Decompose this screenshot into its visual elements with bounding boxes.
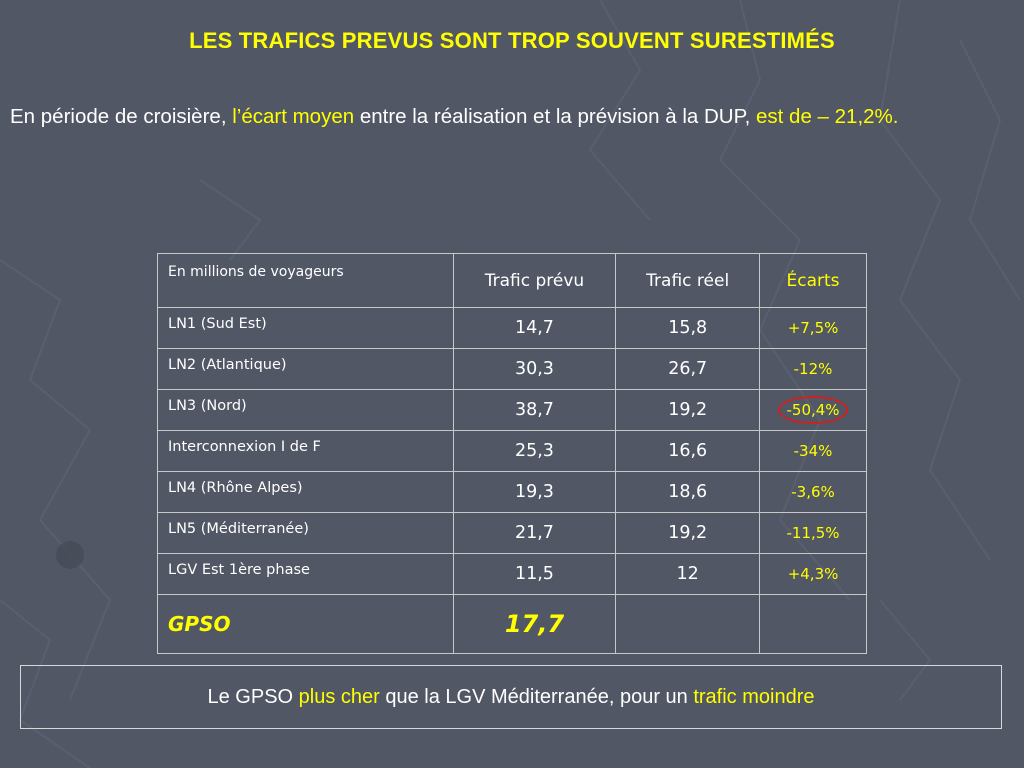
header-trafic-reel: Trafic réel [615, 253, 761, 308]
ecart-cell: -50,4% [759, 389, 867, 431]
table-row: LGV Est 1ère phase 11,5 12 +4,3% [157, 553, 867, 595]
row-label: LN3 (Nord) [157, 389, 454, 431]
ecart-cell: -11,5% [759, 512, 867, 554]
row-label: LN4 (Rhône Alpes) [157, 471, 454, 513]
intro-highlight-ecart-moyen: l’écart moyen [232, 105, 355, 128]
table-row: LN3 (Nord) 38,7 19,2 -50,4% [157, 389, 867, 431]
intro-text-part1: En période de croisière, [10, 105, 233, 128]
conclusion-box: Le GPSO plus cher que la LGV Méditerrané… [20, 665, 1002, 729]
conclusion-highlight-trafic-moindre: trafic moindre [693, 685, 815, 708]
intro-text-part3: entre la réalisation et la prévision à l… [354, 105, 757, 128]
slide-title: LES TRAFICS PREVUS SONT TROP SOUVENT SUR… [189, 28, 835, 53]
trafic-prevu-cell: 21,7 [452, 512, 617, 554]
gpso-row: GPSO 17,7 [157, 594, 867, 654]
table-row: LN2 (Atlantique) 30,3 26,7 -12% [157, 348, 867, 390]
trafic-reel-cell: 12 [615, 553, 761, 595]
intro-highlight-value: est de – 21,2%. [756, 105, 899, 128]
trafic-prevu-cell: 14,7 [452, 307, 617, 349]
trafic-prevu-cell: 25,3 [452, 430, 617, 472]
trafic-prevu-cell: 30,3 [452, 348, 617, 390]
trafic-reel-cell: 26,7 [615, 348, 761, 390]
trafic-prevu-cell: 38,7 [452, 389, 617, 431]
ecart-cell: +7,5% [759, 307, 867, 349]
red-circle-highlight: -50,4% [778, 396, 848, 424]
trafic-reel-cell: 15,8 [615, 307, 761, 349]
ecart-cell: -12% [759, 348, 867, 390]
table-row: LN4 (Rhône Alpes) 19,3 18,6 -3,6% [157, 471, 867, 513]
row-label: Interconnexion I de F [157, 430, 454, 472]
row-label: LN5 (Méditerranée) [157, 512, 454, 554]
row-label: LN1 (Sud Est) [157, 307, 454, 349]
table-header-row: En millions de voyageurs Trafic prévu Tr… [157, 253, 867, 308]
header-ecarts: Écarts [759, 253, 867, 308]
table-row: Interconnexion I de F 25,3 16,6 -34% [157, 430, 867, 472]
row-label: LGV Est 1ère phase [157, 553, 454, 595]
trafic-reel-cell: 16,6 [615, 430, 761, 472]
row-label: LN2 (Atlantique) [157, 348, 454, 390]
gpso-trafic-prevu: 17,7 [452, 594, 617, 654]
trafic-prevu-cell: 11,5 [452, 553, 617, 595]
conclusion-highlight-plus-cher: plus cher [298, 685, 380, 708]
table-row: LN5 (Méditerranée) 21,7 19,2 -11,5% [157, 512, 867, 554]
gpso-label: GPSO [157, 594, 454, 654]
gpso-trafic-reel [615, 594, 761, 654]
gpso-ecart [759, 594, 867, 654]
conclusion-part3: que la LGV Méditerranée, pour un [379, 685, 694, 708]
trafic-prevu-cell: 19,3 [452, 471, 617, 513]
trafic-reel-cell: 19,2 [615, 389, 761, 431]
trafic-reel-cell: 19,2 [615, 512, 761, 554]
conclusion-part1: Le GPSO [207, 685, 299, 708]
intro-paragraph: En période de croisière, l’écart moyen e… [10, 102, 1015, 131]
ecart-cell: +4,3% [759, 553, 867, 595]
header-unit: En millions de voyageurs [157, 253, 454, 308]
ecart-cell: -3,6% [759, 471, 867, 513]
trafic-reel-cell: 18,6 [615, 471, 761, 513]
table-row: LN1 (Sud Est) 14,7 15,8 +7,5% [157, 307, 867, 349]
ecart-cell: -34% [759, 430, 867, 472]
traffic-table: En millions de voyageurs Trafic prévu Tr… [157, 253, 867, 654]
header-trafic-prevu: Trafic prévu [452, 253, 617, 308]
